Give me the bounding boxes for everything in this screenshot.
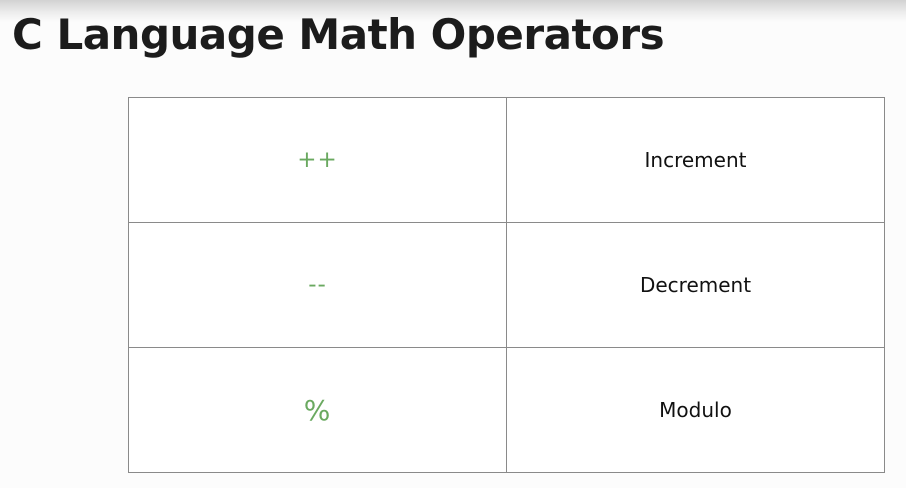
operator-name-decrement: Decrement: [506, 222, 885, 348]
operators-table: ++ Increment -- Decrement % Modulo: [128, 97, 885, 473]
operator-symbol-increment: ++: [128, 97, 507, 223]
operator-name-modulo: Modulo: [506, 347, 885, 473]
table-row: ++ Increment: [128, 97, 885, 223]
operator-symbol-decrement: --: [128, 222, 507, 348]
operator-symbol-modulo: %: [128, 347, 507, 473]
slide-title: C Language Math Operators: [12, 10, 665, 59]
top-shadow: [0, 0, 906, 22]
table-row: % Modulo: [128, 347, 885, 473]
table-row: -- Decrement: [128, 222, 885, 348]
operator-name-increment: Increment: [506, 97, 885, 223]
